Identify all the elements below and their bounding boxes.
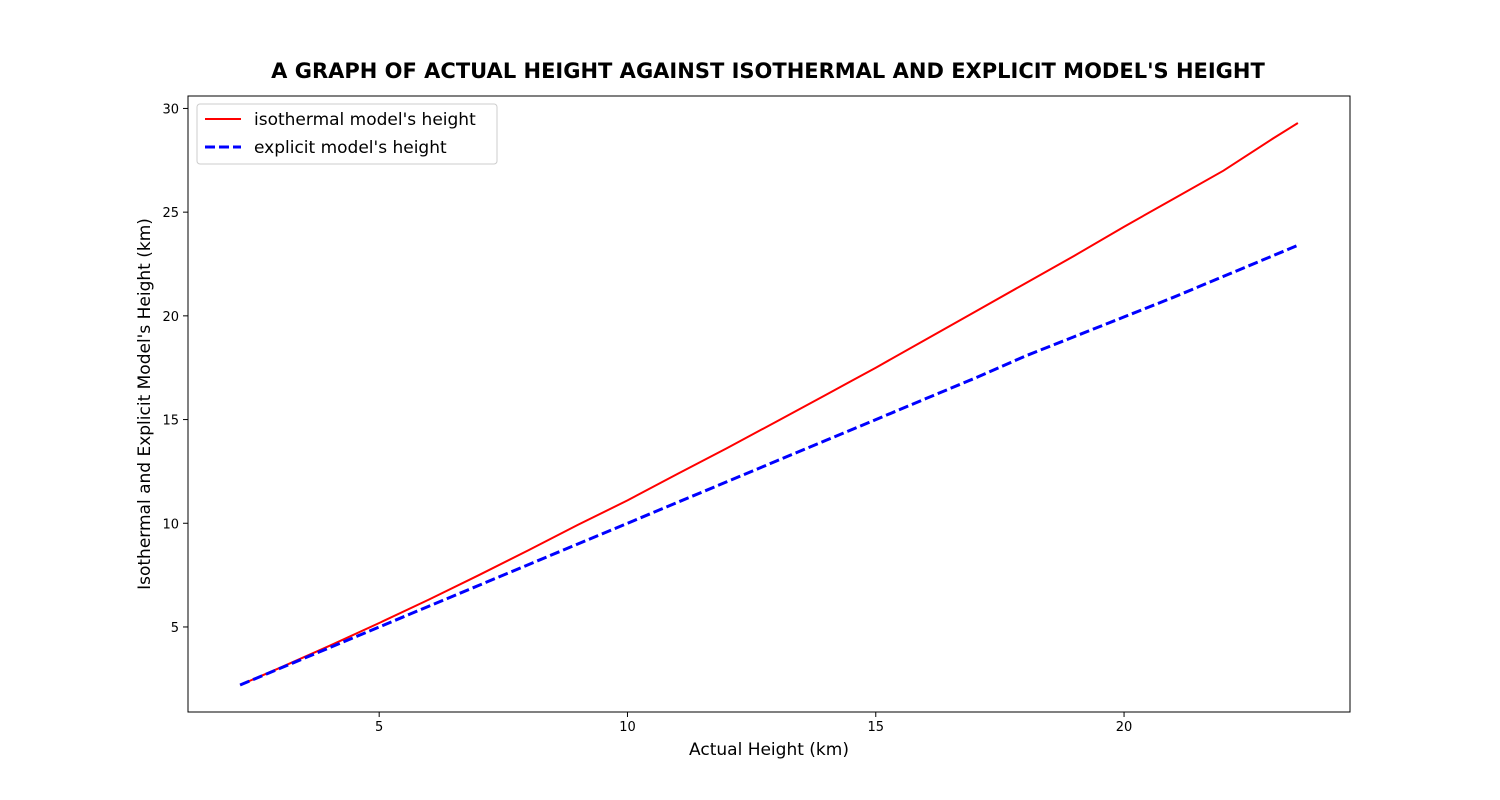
series-layer <box>239 122 1299 687</box>
series-line-isothermal <box>239 122 1299 686</box>
plot-area: 5 10 15 20 5 10 15 20 25 30 <box>162 95 1351 735</box>
chart-title: A GRAPH OF ACTUAL HEIGHT AGAINST ISOTHER… <box>271 59 1265 83</box>
y-tick-label: 15 <box>162 414 179 429</box>
y-tick-label: 30 <box>162 102 179 117</box>
x-tick-label: 10 <box>619 720 636 735</box>
legend-box <box>196 103 498 165</box>
y-tick-label: 10 <box>162 517 179 532</box>
legend: isothermal model's height explicit model… <box>196 103 498 165</box>
x-tick-label: 20 <box>1116 720 1133 735</box>
plot-frame <box>187 95 1351 713</box>
x-axis-label: Actual Height (km) <box>689 740 849 760</box>
y-tick-label: 5 <box>171 621 179 636</box>
x-tick-label: 5 <box>375 720 383 735</box>
x-tick-label: 15 <box>867 720 884 735</box>
x-axis-ticks: 5 10 15 20 <box>375 712 1132 735</box>
y-tick-label: 20 <box>162 310 179 325</box>
series-line-explicit <box>239 243 1299 687</box>
legend-label-explicit: explicit model's height <box>254 138 447 158</box>
legend-label-isothermal: isothermal model's height <box>254 110 476 130</box>
y-axis-label: Isothermal and Explicit Model's Height (… <box>135 218 155 590</box>
y-axis-ticks: 5 10 15 20 25 30 <box>162 102 188 636</box>
y-tick-label: 25 <box>162 206 179 221</box>
